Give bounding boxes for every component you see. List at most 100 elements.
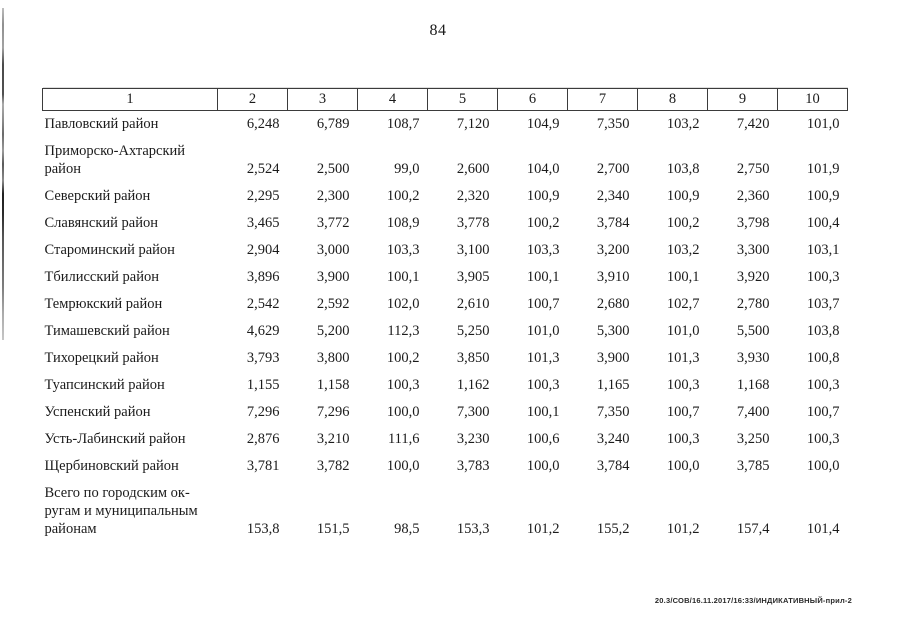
value-cell: 2,500 <box>316 161 350 177</box>
value-cell: 102,0 <box>386 296 420 312</box>
value-cell: 5,300 <box>596 323 630 339</box>
district-name-cell: Тимашевский район <box>44 323 170 339</box>
scan-artifact-line <box>2 8 4 340</box>
value-cell: 3,900 <box>596 350 630 366</box>
page-number: 84 <box>429 22 447 39</box>
value-cell: 2,542 <box>246 296 280 312</box>
value-cell: 2,300 <box>316 188 350 204</box>
value-cell: 3,896 <box>246 269 280 285</box>
table-body: Павловский район 6,248 6,789 108,7 7,120 104,… <box>43 111 848 544</box>
district-name-cell: Приморско-Ахтарский район <box>44 143 186 177</box>
table-row: Тимашевский район 4,629 5,200 112,3 5,250 101… <box>43 318 848 345</box>
district-name-cell: Староминский район <box>44 242 175 258</box>
value-cell: 108,9 <box>386 215 420 231</box>
value-cell: 103,1 <box>806 242 840 258</box>
value-cell: 100,1 <box>526 269 560 285</box>
value-cell: 3,905 <box>456 269 490 285</box>
value-cell: 3,785 <box>736 458 770 474</box>
column-header: 10 <box>777 88 848 111</box>
value-cell: 3,300 <box>736 242 770 258</box>
value-cell: 7,400 <box>736 404 770 420</box>
district-name-cell: Щербиновский район <box>44 458 179 474</box>
value-cell: 100,3 <box>666 431 700 447</box>
value-cell: 5,500 <box>736 323 770 339</box>
value-cell: 7,296 <box>246 404 280 420</box>
value-cell: 7,300 <box>456 404 490 420</box>
value-cell: 101,0 <box>666 323 700 339</box>
value-cell: 99,0 <box>394 161 420 177</box>
district-name-cell: Туапсинский район <box>44 377 165 393</box>
value-cell: 3,850 <box>456 350 490 366</box>
column-header: 9 <box>707 88 778 111</box>
value-cell: 3,930 <box>736 350 770 366</box>
value-cell: 2,320 <box>456 188 490 204</box>
value-cell: 2,360 <box>736 188 770 204</box>
value-cell: 98,5 <box>394 521 420 537</box>
value-cell: 112,3 <box>387 323 420 339</box>
value-cell: 101,4 <box>806 521 840 537</box>
district-name-cell: Темрюкский район <box>44 296 163 312</box>
value-cell: 100,9 <box>666 188 700 204</box>
value-cell: 100,0 <box>806 458 840 474</box>
value-cell: 100,8 <box>806 350 840 366</box>
value-cell: 3,230 <box>456 431 490 447</box>
value-cell: 3,784 <box>596 215 630 231</box>
value-cell: 3,910 <box>596 269 630 285</box>
district-name-cell: Успенский район <box>44 404 151 420</box>
value-cell: 2,295 <box>246 188 280 204</box>
value-cell: 2,524 <box>246 161 280 177</box>
value-cell: 7,350 <box>596 404 630 420</box>
column-header: 2 <box>217 88 288 111</box>
value-cell: 100,6 <box>526 431 560 447</box>
value-cell: 3,783 <box>456 458 490 474</box>
value-cell: 2,610 <box>456 296 490 312</box>
value-cell: 101,0 <box>806 116 840 132</box>
value-cell: 100,3 <box>806 269 840 285</box>
value-cell: 1,155 <box>246 377 280 393</box>
value-cell: 3,000 <box>316 242 350 258</box>
value-cell: 6,248 <box>246 116 280 132</box>
value-cell: 3,920 <box>736 269 770 285</box>
value-cell: 2,340 <box>596 188 630 204</box>
footer-code: 20.3/СОВ/16.11.2017/16:33/ИНДИКАТИВНЫЙ-п… <box>654 596 852 605</box>
value-cell: 100,3 <box>806 431 840 447</box>
value-cell: 101,3 <box>526 350 560 366</box>
column-header: 7 <box>567 88 638 111</box>
value-cell: 100,3 <box>526 377 560 393</box>
value-cell: 101,2 <box>666 521 700 537</box>
table-row: Павловский район 6,248 6,789 108,7 7,120 104,… <box>43 111 848 139</box>
value-cell: 111,6 <box>387 431 420 447</box>
value-cell: 1,165 <box>596 377 630 393</box>
value-cell: 3,200 <box>596 242 630 258</box>
value-cell: 3,465 <box>246 215 280 231</box>
value-cell: 100,3 <box>806 377 840 393</box>
table-row: Северский район 2,295 2,300 100,2 2,320 100,9… <box>43 183 848 210</box>
value-cell: 100,2 <box>386 350 420 366</box>
value-cell: 103,3 <box>526 242 560 258</box>
column-header: 6 <box>497 88 568 111</box>
value-cell: 104,0 <box>526 161 560 177</box>
value-cell: 3,793 <box>246 350 280 366</box>
value-cell: 153,8 <box>246 521 280 537</box>
column-header: 5 <box>427 88 498 111</box>
column-header: 1 <box>42 88 218 111</box>
district-name-cell: Северский район <box>44 188 151 204</box>
value-cell: 3,800 <box>316 350 350 366</box>
value-cell: 7,120 <box>456 116 490 132</box>
table-row: Щербиновский район 3,781 3,782 100,0 3,783 10… <box>43 453 848 480</box>
value-cell: 101,3 <box>666 350 700 366</box>
value-cell: 2,600 <box>456 161 490 177</box>
value-cell: 100,9 <box>526 188 560 204</box>
value-cell: 2,780 <box>736 296 770 312</box>
value-cell: 3,778 <box>456 215 490 231</box>
table-row: Тихорецкий район 3,793 3,800 100,2 3,850 101,… <box>43 345 848 372</box>
value-cell: 100,0 <box>666 458 700 474</box>
value-cell: 7,420 <box>736 116 770 132</box>
value-cell: 3,798 <box>736 215 770 231</box>
value-cell: 100,2 <box>526 215 560 231</box>
value-cell: 3,784 <box>596 458 630 474</box>
table-row: Туапсинский район 1,155 1,158 100,3 1,162 100… <box>43 372 848 399</box>
value-cell: 5,200 <box>316 323 350 339</box>
district-name-cell: Павловский район <box>44 116 159 132</box>
